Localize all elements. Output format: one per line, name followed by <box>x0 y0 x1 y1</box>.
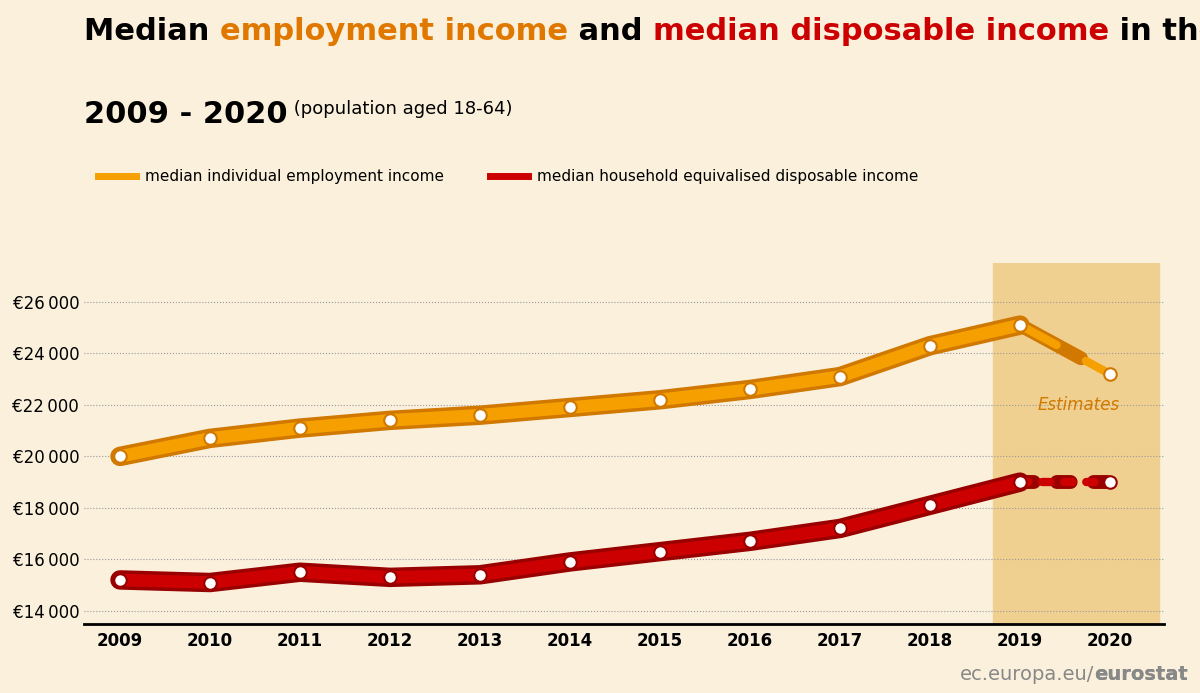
Legend: median individual employment income, median household equivalised disposable inc: median individual employment income, med… <box>91 163 925 190</box>
Text: Median: Median <box>84 17 220 46</box>
Text: employment income: employment income <box>220 17 568 46</box>
Text: eurostat: eurostat <box>1094 665 1188 684</box>
Text: 2009 - 2020: 2009 - 2020 <box>84 100 288 130</box>
Bar <box>994 263 1159 624</box>
Text: Estimates: Estimates <box>1038 396 1120 414</box>
Text: ec.europa.eu/: ec.europa.eu/ <box>960 665 1094 684</box>
Text: median disposable income: median disposable income <box>653 17 1109 46</box>
Text: eurostat: eurostat <box>1094 665 1188 684</box>
Text: (population aged 18-64): (population aged 18-64) <box>288 100 512 119</box>
Text: in the EU,: in the EU, <box>1109 17 1200 46</box>
Text: and: and <box>568 17 653 46</box>
